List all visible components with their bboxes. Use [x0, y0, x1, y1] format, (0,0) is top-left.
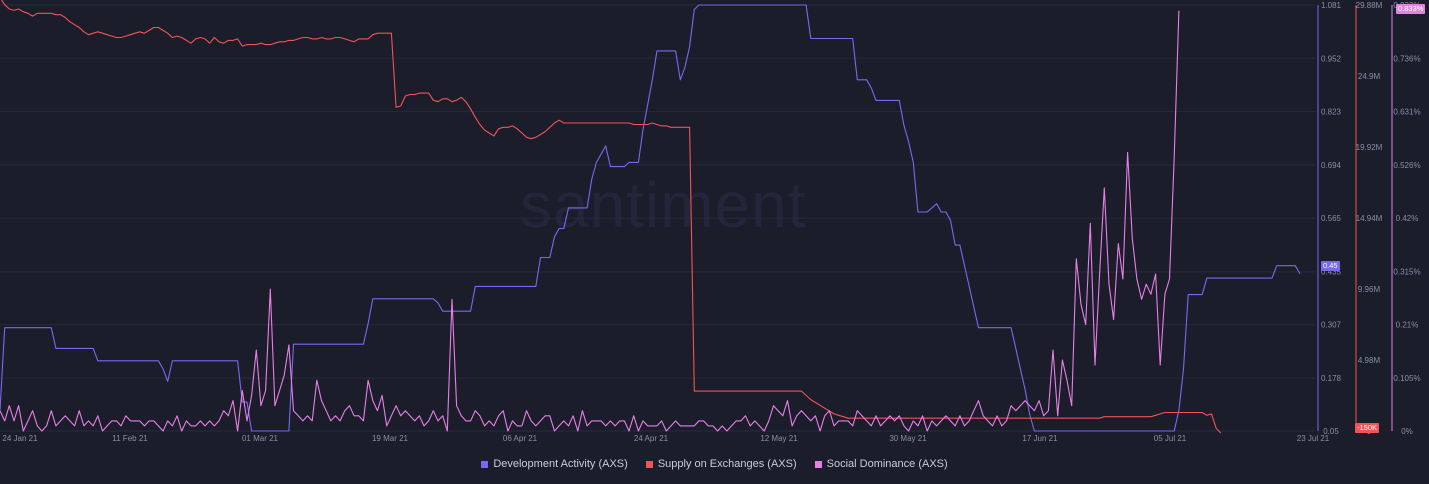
legend-label-dev: Development Activity (AXS) [493, 458, 628, 470]
dev-current-value-badge: 0.45 [1321, 261, 1340, 271]
supply-tick-label: 29.88M [1356, 1, 1383, 10]
supply-tick-label: 9.96M [1358, 285, 1381, 294]
supply-tick-label: 24.9M [1358, 72, 1381, 81]
series-line-dev [0, 4, 1301, 432]
social-current-value-badge: 0.833% [1396, 4, 1426, 14]
x-tick-label: 30 May 21 [889, 434, 927, 443]
x-tick-label: 11 Feb 21 [112, 434, 148, 443]
x-tick-label: 19 Mar 21 [372, 434, 409, 443]
series-line-social [0, 10, 1180, 432]
dev-tick-label: 0.178 [1321, 374, 1342, 383]
social-tick-label: 0.315% [1393, 267, 1420, 276]
legend-item-dev[interactable]: Development Activity (AXS) [481, 458, 628, 470]
legend-item-social[interactable]: Social Dominance (AXS) [814, 458, 948, 470]
dev-tick-label: 0.05 [1323, 427, 1339, 436]
x-tick-label: 01 Mar 21 [242, 434, 279, 443]
social-tick-label: 0.736% [1393, 54, 1420, 63]
series-lines [0, 0, 1301, 434]
legend-swatch-social [814, 460, 822, 468]
x-tick-label: 23 Jul 21 [1297, 434, 1330, 443]
social-tick-label: 0% [1401, 427, 1413, 436]
legend: Development Activity (AXS) Supply on Exc… [0, 458, 1429, 470]
legend-item-supply[interactable]: Supply on Exchanges (AXS) [645, 458, 797, 470]
social-tick-label: 0.21% [1396, 321, 1419, 330]
watermark: santiment [520, 169, 807, 241]
dev-tick-label: 0.823 [1321, 108, 1342, 117]
supply-tick-label: 19.92M [1356, 143, 1383, 152]
chart-svg: 24 Jan 21 11 Feb 21 01 Mar 21 19 Mar 21 06 A… [0, 0, 1421, 443]
social-tick-label: 0.631% [1393, 108, 1420, 117]
series-line-supply [0, 0, 1222, 434]
x-tick-label: 24 Jan 21 [2, 434, 38, 443]
dev-tick-label: 0.952 [1321, 54, 1342, 63]
legend-swatch-dev [481, 460, 489, 468]
social-axis-ticks: 0% 0.105% 0.21% 0.315% 0.42% 0.526% 0.631% 0.73… [1393, 1, 1420, 436]
legend-swatch-supply [645, 460, 653, 468]
legend-label-social: Social Dominance (AXS) [826, 458, 948, 470]
dev-tick-label: 0.565 [1321, 214, 1342, 223]
x-axis-ticks: 24 Jan 21 11 Feb 21 01 Mar 21 19 Mar 21 06 A… [2, 434, 1329, 443]
dev-tick-label: 0.694 [1321, 161, 1342, 170]
legend-label-supply: Supply on Exchanges (AXS) [657, 458, 797, 470]
dev-tick-label: 1.081 [1321, 1, 1342, 10]
supply-tick-label: 4.98M [1358, 356, 1381, 365]
social-tick-label: 0.105% [1393, 374, 1420, 383]
x-tick-label: 24 Apr 21 [634, 434, 669, 443]
dev-tick-label: 0.435 [1321, 267, 1342, 276]
supply-current-value-badge: -150K [1355, 423, 1380, 433]
dev-tick-label: 0.307 [1321, 321, 1342, 330]
social-tick-label: 0.42% [1396, 214, 1419, 223]
x-tick-label: 05 Jul 21 [1154, 434, 1187, 443]
x-tick-label: 17 Jun 21 [1022, 434, 1058, 443]
supply-tick-label: 14.94M [1356, 214, 1383, 223]
social-tick-label: 0.526% [1393, 161, 1420, 170]
axes [1317, 5, 1393, 431]
dev-axis-ticks: 0.05 0.178 0.307 0.435 0.565 0.694 0.823 0.952 1… [1321, 1, 1342, 436]
x-tick-label: 06 Apr 21 [503, 434, 538, 443]
grid [0, 4, 1315, 432]
x-tick-label: 12 May 21 [760, 434, 798, 443]
